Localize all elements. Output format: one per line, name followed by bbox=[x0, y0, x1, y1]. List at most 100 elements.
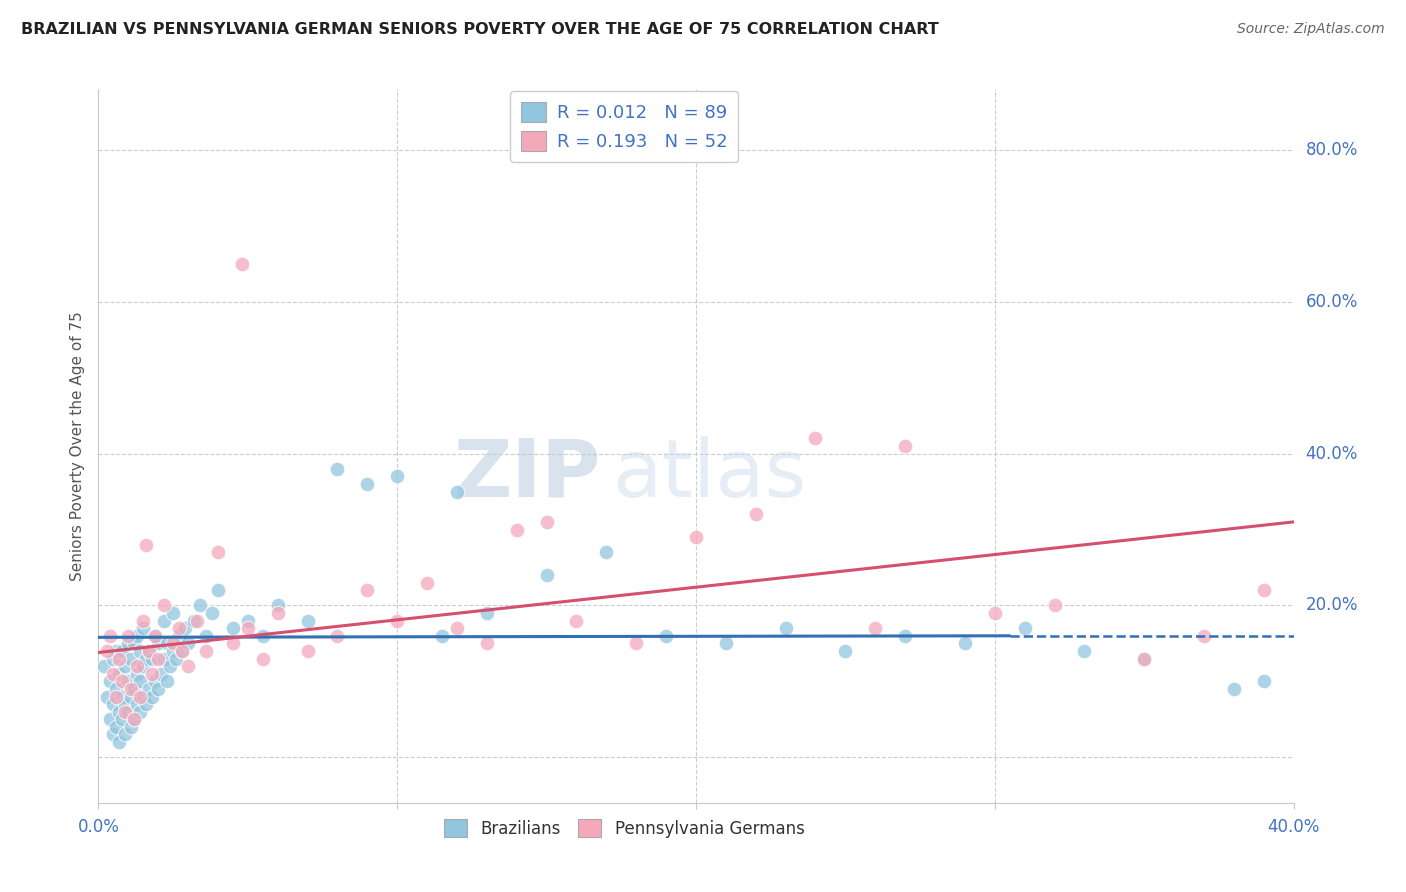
Point bbox=[162, 606, 184, 620]
Point bbox=[984, 606, 1007, 620]
Point bbox=[1253, 674, 1275, 689]
Point bbox=[120, 720, 142, 734]
Point bbox=[1223, 681, 1246, 696]
Point bbox=[475, 606, 498, 620]
Point bbox=[156, 636, 179, 650]
Point bbox=[141, 666, 163, 681]
Point bbox=[132, 621, 155, 635]
Point bbox=[834, 644, 856, 658]
Point bbox=[177, 659, 200, 673]
Point bbox=[96, 644, 118, 658]
Text: 40.0%: 40.0% bbox=[1306, 444, 1358, 463]
Point bbox=[135, 697, 157, 711]
Point bbox=[127, 666, 149, 681]
Point bbox=[231, 257, 253, 271]
Point bbox=[143, 674, 166, 689]
Point bbox=[143, 629, 166, 643]
Point bbox=[655, 629, 678, 643]
Point bbox=[103, 697, 125, 711]
Point bbox=[236, 621, 259, 635]
Point bbox=[252, 629, 274, 643]
Point bbox=[865, 621, 887, 635]
Text: BRAZILIAN VS PENNSYLVANIA GERMAN SENIORS POVERTY OVER THE AGE OF 75 CORRELATION : BRAZILIAN VS PENNSYLVANIA GERMAN SENIORS… bbox=[21, 22, 939, 37]
Point bbox=[162, 636, 184, 650]
Point bbox=[120, 690, 142, 704]
Point bbox=[267, 599, 290, 613]
Point bbox=[326, 629, 349, 643]
Point bbox=[252, 651, 274, 665]
Point bbox=[1253, 583, 1275, 598]
Point bbox=[385, 614, 409, 628]
Point bbox=[96, 690, 118, 704]
Text: 80.0%: 80.0% bbox=[1306, 141, 1358, 159]
Point bbox=[953, 636, 976, 650]
Point bbox=[172, 644, 194, 658]
Point bbox=[98, 674, 122, 689]
Point bbox=[626, 636, 648, 650]
Point bbox=[138, 644, 160, 658]
Y-axis label: Seniors Poverty Over the Age of 75: Seniors Poverty Over the Age of 75 bbox=[69, 311, 84, 581]
Point bbox=[105, 720, 128, 734]
Point bbox=[117, 674, 139, 689]
Point bbox=[297, 644, 319, 658]
Point bbox=[141, 690, 163, 704]
Point bbox=[186, 614, 208, 628]
Point bbox=[114, 697, 136, 711]
Point bbox=[222, 621, 245, 635]
Point bbox=[111, 690, 134, 704]
Point bbox=[148, 636, 170, 650]
Point bbox=[385, 469, 409, 483]
Text: Source: ZipAtlas.com: Source: ZipAtlas.com bbox=[1237, 22, 1385, 37]
Point bbox=[167, 621, 190, 635]
Legend: Brazilians, Pennsylvania Germans: Brazilians, Pennsylvania Germans bbox=[437, 813, 811, 845]
Point bbox=[120, 681, 142, 696]
Point bbox=[195, 629, 218, 643]
Point bbox=[129, 705, 152, 719]
Point bbox=[804, 431, 827, 445]
Point bbox=[103, 666, 125, 681]
Point bbox=[117, 705, 139, 719]
Point bbox=[129, 690, 152, 704]
Point bbox=[207, 583, 229, 598]
Text: 40.0%: 40.0% bbox=[1267, 818, 1320, 836]
Point bbox=[120, 651, 142, 665]
Point bbox=[1133, 651, 1156, 665]
Point bbox=[132, 614, 155, 628]
Point bbox=[148, 681, 170, 696]
Point bbox=[1133, 651, 1156, 665]
Point bbox=[138, 681, 160, 696]
Point bbox=[183, 614, 205, 628]
Point bbox=[108, 651, 131, 665]
Point bbox=[124, 712, 146, 726]
Text: ZIP: ZIP bbox=[453, 435, 600, 514]
Text: 20.0%: 20.0% bbox=[1306, 597, 1358, 615]
Point bbox=[135, 538, 157, 552]
Point bbox=[595, 545, 617, 559]
Point bbox=[141, 651, 163, 665]
Point bbox=[267, 606, 290, 620]
Point bbox=[326, 462, 349, 476]
Point bbox=[177, 636, 200, 650]
Point bbox=[536, 568, 558, 582]
Point bbox=[430, 629, 453, 643]
Point bbox=[111, 644, 134, 658]
Point bbox=[108, 705, 131, 719]
Point bbox=[236, 614, 259, 628]
Point bbox=[714, 636, 737, 650]
Point bbox=[117, 629, 139, 643]
Point bbox=[98, 712, 122, 726]
Point bbox=[117, 636, 139, 650]
Point bbox=[195, 644, 218, 658]
Point bbox=[356, 477, 378, 491]
Point bbox=[93, 659, 115, 673]
Point bbox=[446, 484, 468, 499]
Text: 60.0%: 60.0% bbox=[1306, 293, 1358, 310]
Point bbox=[150, 666, 173, 681]
Point bbox=[105, 690, 128, 704]
Text: atlas: atlas bbox=[613, 435, 807, 514]
Point bbox=[416, 575, 439, 590]
Point bbox=[138, 644, 160, 658]
Point bbox=[1192, 629, 1215, 643]
Point bbox=[103, 651, 125, 665]
Point bbox=[1014, 621, 1036, 635]
